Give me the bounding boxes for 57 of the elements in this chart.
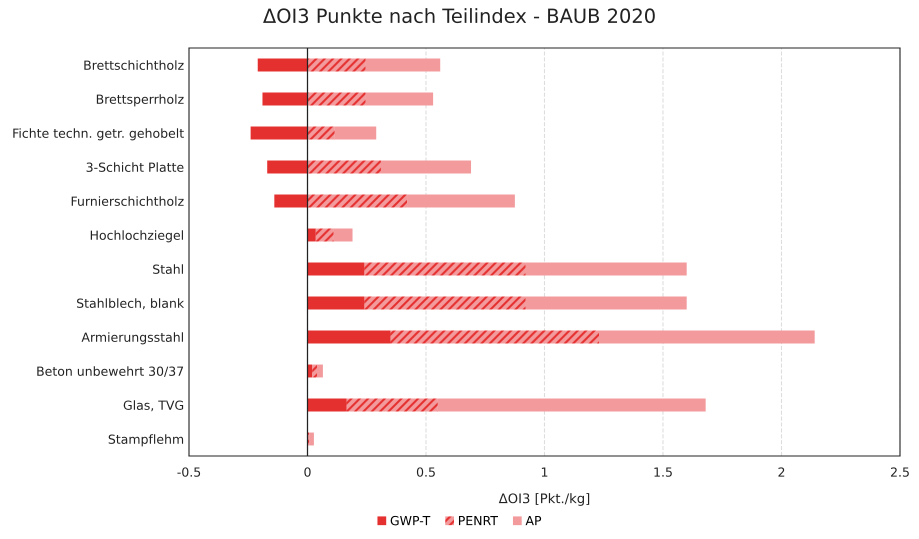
y-tick-label: Furnierschichtholz: [72, 196, 184, 206]
bar: [599, 330, 815, 344]
bar: [308, 398, 347, 412]
bar: [316, 228, 334, 242]
bar: [258, 58, 308, 72]
x-axis-title: ΔOI3 [Pkt./kg]: [498, 493, 590, 506]
bar: [346, 398, 438, 412]
bar: [308, 160, 381, 174]
bar: [274, 194, 308, 208]
bar: [308, 296, 364, 310]
bar: [334, 126, 376, 140]
y-tick-label: Stahlblech, blank: [77, 298, 184, 310]
bar: [308, 58, 366, 72]
bar: [250, 126, 308, 140]
bar: [308, 330, 390, 344]
bar: [407, 194, 515, 208]
x-tick-label: -0.5: [177, 467, 200, 477]
bar: [364, 296, 526, 310]
bar: [526, 262, 687, 276]
x-tick-label: 2: [778, 467, 784, 477]
bar: [380, 160, 472, 174]
bar: [308, 194, 408, 208]
y-tick-label: Glas, TVG: [124, 400, 184, 412]
y-tick-label: Brettschichtholz: [84, 60, 184, 70]
x-tick-label: 1: [542, 467, 548, 477]
bar: [364, 262, 526, 276]
y-tick-label: Brettsperrholz: [96, 94, 184, 106]
bar: [366, 58, 440, 72]
bar: [438, 398, 706, 412]
y-tick-label: 3-Schicht Platte: [86, 162, 184, 172]
x-tick-label: 1.5: [654, 467, 672, 477]
bar: [308, 126, 335, 140]
bar: [390, 330, 600, 344]
x-tick-label: 0.5: [416, 467, 435, 477]
bar: [366, 92, 434, 106]
y-tick-label: Stahl: [153, 264, 183, 274]
y-tick-label: Fichte techn. getr. gehobelt: [13, 128, 184, 140]
x-tick-label: 0: [304, 467, 311, 477]
bar: [262, 92, 308, 106]
bar: [312, 364, 317, 378]
bar: [526, 296, 687, 310]
x-tick-label: 2.5: [890, 467, 909, 477]
y-tick-label: Beton unbewehrt 30/37: [37, 366, 184, 377]
bar: [267, 160, 308, 174]
bar: [334, 228, 353, 242]
legend-label: PENRT: [458, 516, 498, 526]
chart-title: ΔOI3 Punkte nach Teilindex - BAUB 2020: [263, 8, 655, 24]
bar: [309, 432, 314, 446]
y-tick-label: Stampflehm: [108, 434, 184, 446]
bar: [308, 262, 364, 276]
y-tick-label: Hochlochziegel: [90, 230, 183, 242]
bar: [308, 228, 316, 242]
bar: [308, 92, 366, 106]
legend-label: AP: [526, 516, 542, 526]
legend-label: GWP-T: [390, 516, 430, 526]
y-tick-label: Armierungsstahl: [82, 332, 183, 344]
bar: [316, 364, 323, 378]
